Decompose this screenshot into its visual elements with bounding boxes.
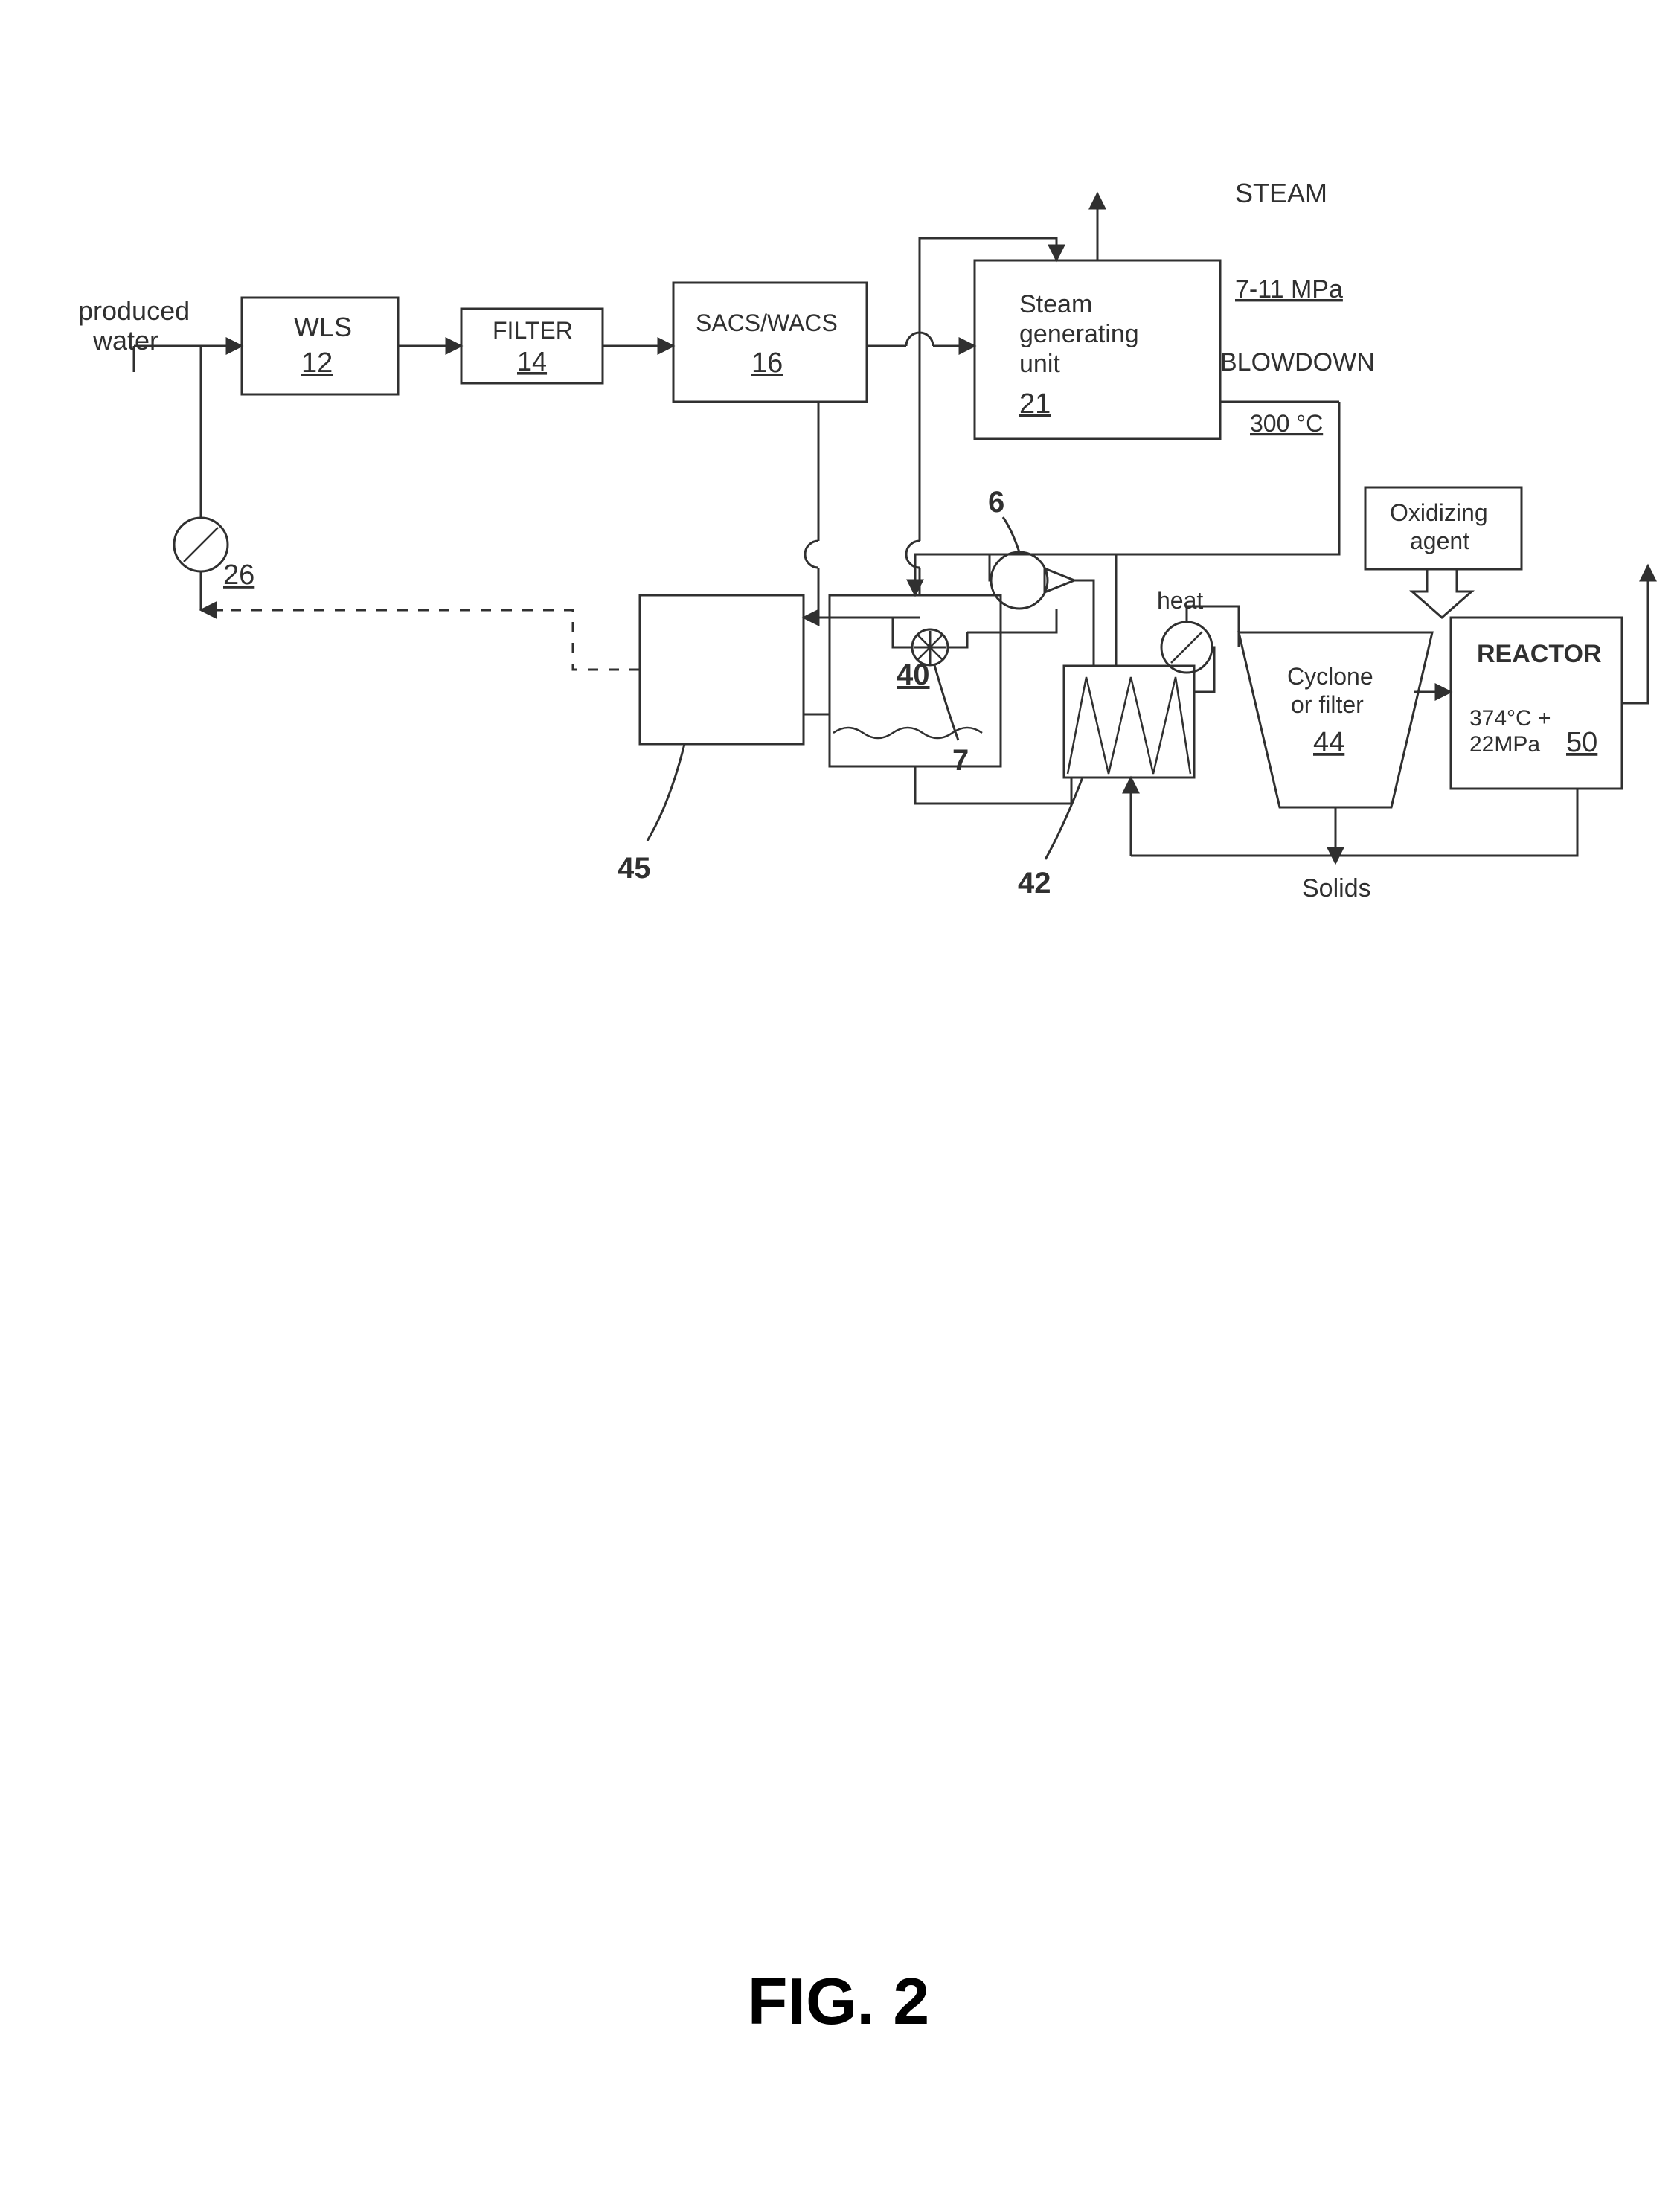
reactor-cond-2: 22MPa xyxy=(1469,732,1540,757)
reactor-cond-1: 374°C + xyxy=(1469,706,1551,731)
node-sacs xyxy=(673,283,867,402)
label-steam: STEAM xyxy=(1235,178,1327,208)
node-cyclone xyxy=(1239,632,1432,807)
oxid-2: agent xyxy=(1410,528,1469,554)
sgu-num: 21 xyxy=(1019,388,1051,420)
sacs-title: SACS/WACS xyxy=(696,310,838,336)
wls-title: WLS xyxy=(294,312,352,342)
edge-pump-split-down xyxy=(967,609,1056,632)
filter-title: FILTER xyxy=(493,317,573,344)
num-heater-26: 26 xyxy=(223,560,254,591)
label-solids: Solids xyxy=(1302,874,1371,903)
edge-reactor-up xyxy=(1622,565,1648,703)
wls-num: 12 xyxy=(301,347,333,379)
hollow-arrow-icon xyxy=(1412,569,1472,618)
sacs-num: 16 xyxy=(751,347,783,379)
edge-tank-out xyxy=(915,766,1071,804)
heater-hx-slash xyxy=(1171,632,1202,663)
cyclone-title-1: Cyclone xyxy=(1287,663,1373,690)
tank-wave xyxy=(833,728,982,738)
num-hx: 42 xyxy=(1018,867,1051,900)
label-711mpa: 7-11 MPa xyxy=(1235,275,1343,304)
label-300c: 300 °C xyxy=(1250,410,1323,437)
leader-6 xyxy=(1003,517,1019,552)
edge-prv-to-tank xyxy=(893,618,912,647)
sgu-title-3: unit xyxy=(1019,350,1060,378)
leader-42 xyxy=(1045,778,1083,859)
edge-reactor-out xyxy=(1131,789,1577,856)
label-produced-water-1: produced xyxy=(78,295,190,326)
diagram-svg: produced water 26 WLS 12 FILTER 14 SACS/… xyxy=(0,0,1677,2212)
pump-outlet-tri xyxy=(1045,568,1074,592)
leader-45 xyxy=(647,744,684,841)
oxid-1: Oxidizing xyxy=(1390,499,1488,526)
label-blowdown: BLOWDOWN xyxy=(1220,348,1375,376)
hop-sacs-745 xyxy=(805,541,818,568)
node-sgu xyxy=(975,260,1220,439)
num-prv: 7 xyxy=(952,744,969,777)
edge-pump-out xyxy=(1064,580,1094,666)
cyclone-title-2: or filter xyxy=(1291,691,1364,718)
sgu-title-2: generating xyxy=(1019,320,1139,348)
figure-caption: FIG. 2 xyxy=(748,1964,930,2038)
filter-num: 14 xyxy=(517,346,547,376)
prv-icon xyxy=(912,629,948,665)
edge-branch-to-tanktop xyxy=(915,554,990,595)
pump-icon xyxy=(991,552,1048,609)
edge-recycle-dashed xyxy=(201,610,640,670)
reactor-title: REACTOR xyxy=(1477,640,1602,668)
hx-zigzag xyxy=(1068,677,1190,774)
label-produced-water-2: water xyxy=(92,325,158,356)
num-softener: 45 xyxy=(618,852,651,885)
leader-7 xyxy=(934,665,958,740)
sgu-title-1: Steam xyxy=(1019,290,1092,318)
num-pump: 6 xyxy=(988,486,1004,519)
edge-hx-top-out xyxy=(1094,554,1116,666)
label-heat: heat xyxy=(1157,587,1203,614)
node-softener xyxy=(640,595,804,744)
cyclone-num: 44 xyxy=(1313,727,1344,758)
heater-26-slash xyxy=(184,528,218,562)
edge-branch-to-prv xyxy=(948,632,967,647)
reactor-num: 50 xyxy=(1566,727,1597,758)
